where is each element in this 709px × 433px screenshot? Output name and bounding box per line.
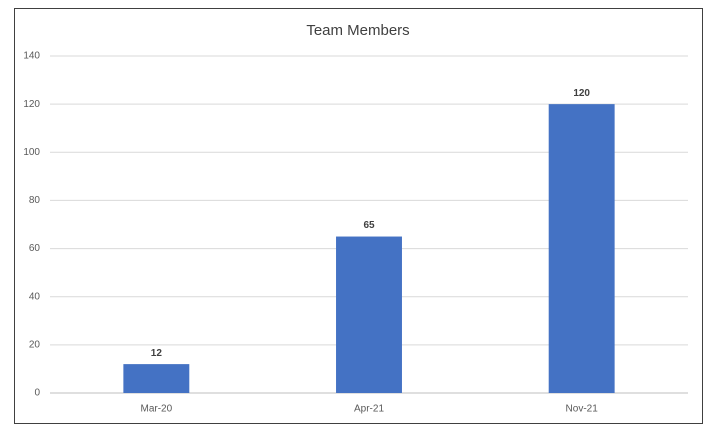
data-label: 120 (573, 88, 590, 99)
y-tick-label: 0 (34, 388, 40, 399)
y-tick-label: 20 (29, 339, 41, 350)
x-tick-label: Nov-21 (566, 404, 599, 415)
chart-title: Team Members (306, 22, 409, 39)
bar (336, 236, 402, 393)
data-label: 65 (363, 220, 375, 231)
y-tick-label: 60 (29, 243, 41, 254)
bar (548, 104, 615, 394)
y-tick-label: 100 (23, 147, 40, 158)
y-tick-label: 40 (29, 291, 41, 302)
y-tick-label: 120 (23, 99, 40, 110)
data-label: 12 (151, 348, 163, 359)
bar (123, 364, 190, 393)
y-tick-label: 80 (29, 195, 41, 206)
x-tick-label: Mar-20 (140, 404, 172, 415)
y-tick-label: 140 (23, 51, 40, 62)
x-tick-label: Apr-21 (354, 404, 384, 415)
